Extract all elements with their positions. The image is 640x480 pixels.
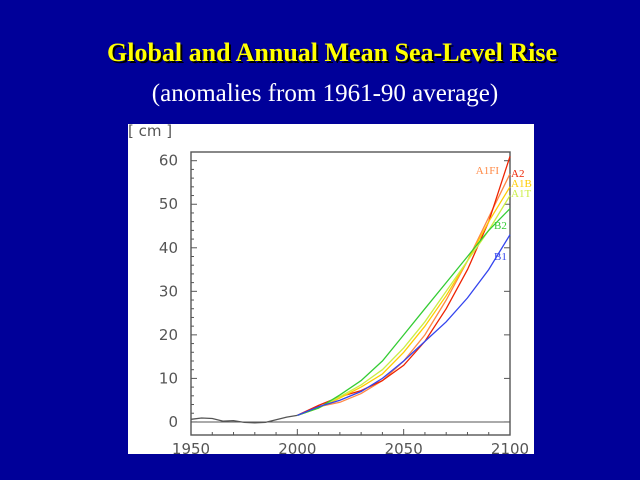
series-label-a1b: A1B — [511, 178, 532, 190]
y-tick-label: 60 — [159, 152, 178, 170]
series-line-historical — [190, 414, 298, 424]
series-lines — [190, 156, 511, 424]
series-line-a1fi — [297, 173, 511, 417]
slide-subtitle: (anomalies from 1961-90 average) — [151, 80, 499, 107]
y-tick-label: 20 — [159, 326, 178, 344]
chart-panel: [ cm ] 0 10 20 30 40 50 60 1950 2000 2050 2100 A1F… — [128, 124, 534, 454]
series-line-a2 — [297, 156, 511, 416]
series-label-b1: B1 — [494, 251, 507, 263]
sea-level-chart: [ cm ] 0 10 20 30 40 50 60 1950 2000 2050 2100 A1F… — [128, 124, 532, 454]
y-tick-label: 30 — [159, 282, 178, 300]
plot-frame — [190, 151, 511, 436]
series-label-b2: B2 — [494, 220, 507, 232]
slide-title: Global and Annual Mean Sea-Level Rise — [107, 38, 557, 67]
series-label-a1t: A1T — [511, 188, 531, 200]
x-tick-label: 2000 — [278, 440, 316, 454]
series-line-a1t — [297, 195, 511, 417]
y-tick-label: 10 — [159, 369, 178, 387]
axes-frame — [190, 151, 511, 436]
y-tick-label: 50 — [159, 195, 178, 213]
series-label-a1fi: A1FI — [476, 165, 500, 177]
tick-labels: 0 10 20 30 40 50 60 1950 2000 2050 2100 — [159, 152, 529, 454]
series-line-b2 — [297, 208, 511, 417]
y-tick-label: 40 — [159, 239, 178, 257]
y-unit-label: [ cm ] — [128, 124, 172, 140]
x-tick-label: 1950 — [172, 440, 210, 454]
series-line-b1 — [297, 234, 511, 417]
y-tick-label: 0 — [168, 413, 178, 431]
series-label-a2: A2 — [511, 168, 524, 180]
series-line-a1b — [297, 186, 511, 417]
x-tick-label: 2050 — [385, 440, 423, 454]
x-tick-label: 2100 — [491, 440, 529, 454]
